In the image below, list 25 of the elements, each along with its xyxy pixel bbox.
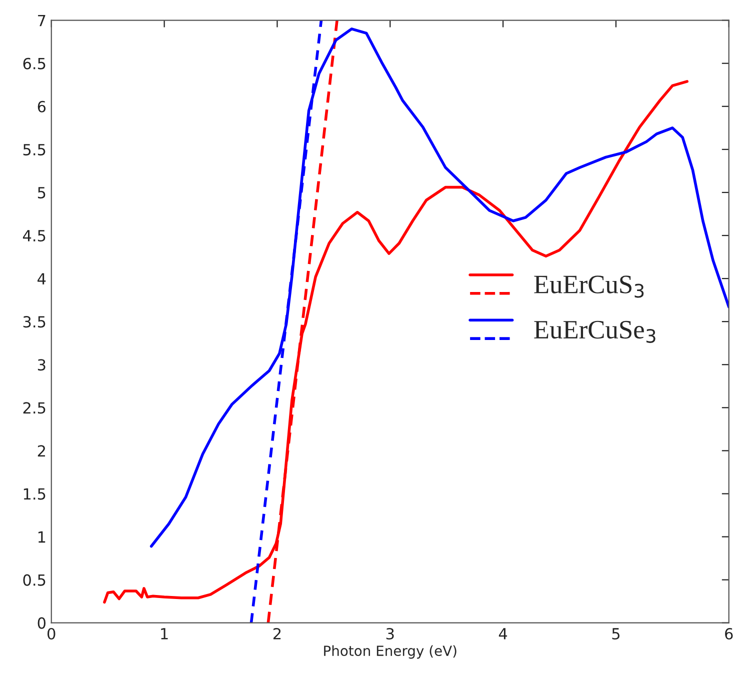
y-tick-label: 2.5 [23, 402, 46, 414]
y-tick-label: 3 [38, 359, 46, 371]
y-tick-label: 5.5 [23, 144, 46, 156]
y-tick-label: 6.5 [23, 58, 46, 70]
y-tick-label: 5 [38, 187, 46, 198]
y-tick-label: 1.5 [24, 488, 46, 500]
y-tick-label: 0 [38, 617, 46, 629]
x-tick-label: 3 [386, 628, 394, 640]
y-tick-label: 3.5 [23, 316, 46, 328]
x-tick-label: 1 [161, 628, 168, 640]
legend-label: EuErCuSe$_{3}$ [534, 320, 656, 343]
y-tick-label: 4 [38, 273, 46, 284]
y-tick-label: 4.5 [22, 230, 46, 242]
y-tick-label: 7 [38, 14, 46, 26]
x-tick-label: 0 [48, 628, 56, 640]
legend-label: EuErCuS$_{3}$ [534, 276, 644, 298]
y-tick-label: 2 [38, 445, 45, 456]
y-tick-label: 6 [38, 100, 46, 112]
x-tick-label: 2 [273, 628, 281, 640]
y-tick-label: 0.5 [23, 574, 46, 586]
x-axis-title: Photon Energy (eV) [324, 645, 456, 659]
y-tick-label: 1 [38, 531, 46, 543]
x-tick-label: 5 [612, 628, 620, 640]
x-tick-label: 4 [498, 628, 508, 640]
x-tick-label: 6 [725, 628, 733, 640]
